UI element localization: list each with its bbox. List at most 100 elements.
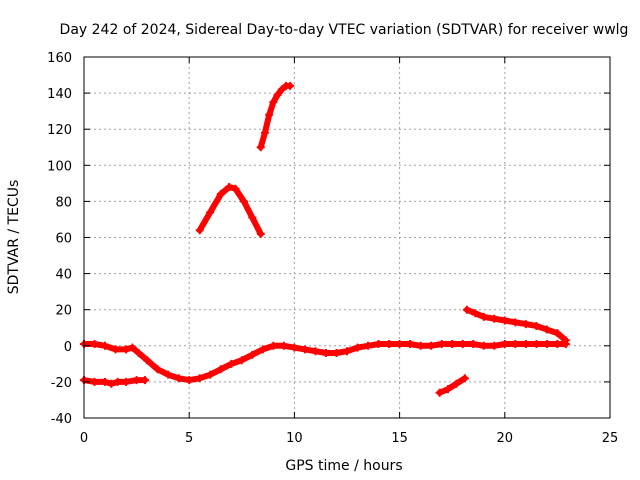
data-point: [521, 320, 530, 329]
data-point: [406, 339, 415, 348]
data-point: [231, 184, 240, 193]
data-point: [435, 388, 444, 397]
data-point: [511, 318, 520, 327]
data-point: [300, 345, 309, 354]
data-point: [134, 349, 143, 358]
data-point: [500, 339, 509, 348]
y-tick-label: 80: [55, 195, 72, 210]
data-point: [195, 374, 204, 383]
data-point: [260, 128, 269, 137]
y-axis-label: SDTVAR / TECUs: [6, 180, 22, 295]
data-point: [279, 341, 288, 350]
data-point: [448, 339, 457, 348]
data-point: [174, 374, 183, 383]
data-point: [437, 339, 446, 348]
data-point: [553, 339, 562, 348]
y-tick-label: 0: [64, 340, 72, 355]
data-point: [143, 356, 152, 365]
data-series-group: [80, 81, 570, 397]
x-tick-labels: 0 5 10 15 20 25: [80, 431, 618, 446]
data-point: [122, 377, 131, 386]
data-point: [460, 374, 469, 383]
y-tick-label: 60: [55, 232, 72, 247]
data-point: [107, 379, 116, 388]
data-point: [364, 341, 373, 350]
x-axis-label: GPS time / hours: [285, 458, 402, 474]
x-tick-label: 0: [80, 431, 88, 446]
data-point: [273, 90, 282, 99]
data-point: [248, 350, 257, 359]
series-line: [463, 306, 569, 344]
data-point: [532, 339, 541, 348]
data-point: [256, 143, 265, 152]
data-point: [225, 182, 234, 191]
series-lower-arc: [80, 376, 150, 388]
x-tick-label: 20: [497, 431, 514, 446]
data-point: [101, 377, 110, 386]
data-point: [443, 385, 452, 394]
data-point: [479, 312, 488, 321]
data-point: [195, 226, 204, 235]
data-point: [258, 345, 267, 354]
series-hump-arc: [195, 182, 265, 238]
data-point: [185, 376, 194, 385]
data-point: [532, 321, 541, 330]
data-point: [111, 345, 120, 354]
y-tick-label: -20: [51, 376, 72, 391]
data-point: [427, 341, 436, 350]
data-point: [216, 190, 225, 199]
data-point: [311, 347, 320, 356]
data-point: [216, 365, 225, 374]
data-point: [321, 349, 330, 358]
data-point: [269, 98, 278, 107]
y-tick-labels: -40 -20 0 20 40 60 80 100 120 140 160: [47, 51, 72, 427]
series-negative-segment: [435, 374, 469, 397]
data-point: [269, 341, 278, 350]
data-point: [561, 336, 570, 345]
data-point: [395, 339, 404, 348]
data-point: [290, 343, 299, 352]
data-point: [206, 208, 215, 217]
data-point: [206, 370, 215, 379]
y-tick-label: 40: [55, 268, 72, 283]
x-tick-label: 5: [185, 431, 193, 446]
data-point: [521, 339, 530, 348]
series-main-track: [80, 339, 570, 385]
y-tick-label: 160: [47, 51, 72, 66]
data-point: [90, 339, 99, 348]
series-high-arc: [256, 81, 295, 152]
gridlines: [84, 57, 610, 418]
data-point: [113, 377, 122, 386]
series-line: [436, 375, 468, 396]
y-tick-label: 100: [47, 159, 72, 174]
data-point: [239, 197, 248, 206]
data-point: [237, 356, 246, 365]
x-tick-label: 15: [391, 431, 408, 446]
data-point: [479, 341, 488, 350]
data-point: [553, 329, 562, 338]
data-point: [90, 377, 99, 386]
series-late-arc: [462, 305, 570, 345]
data-point: [132, 376, 141, 385]
chart-title: Day 242 of 2024, Sidereal Day-to-day VTE…: [60, 22, 629, 38]
data-point: [511, 339, 520, 348]
data-point: [286, 81, 295, 90]
data-point: [164, 370, 173, 379]
y-tick-label: -40: [51, 412, 72, 427]
data-point: [490, 341, 499, 350]
data-point: [128, 343, 137, 352]
data-point: [469, 339, 478, 348]
data-point: [500, 316, 509, 325]
data-point: [416, 341, 425, 350]
data-point: [256, 229, 265, 238]
data-point: [374, 339, 383, 348]
data-point: [490, 314, 499, 323]
data-point: [101, 341, 110, 350]
y-tick-label: 120: [47, 123, 72, 138]
data-point: [332, 349, 341, 358]
data-point: [277, 85, 286, 94]
y-tick-label: 140: [47, 87, 72, 102]
data-point: [343, 347, 351, 356]
y-tick-label: 20: [55, 304, 72, 319]
